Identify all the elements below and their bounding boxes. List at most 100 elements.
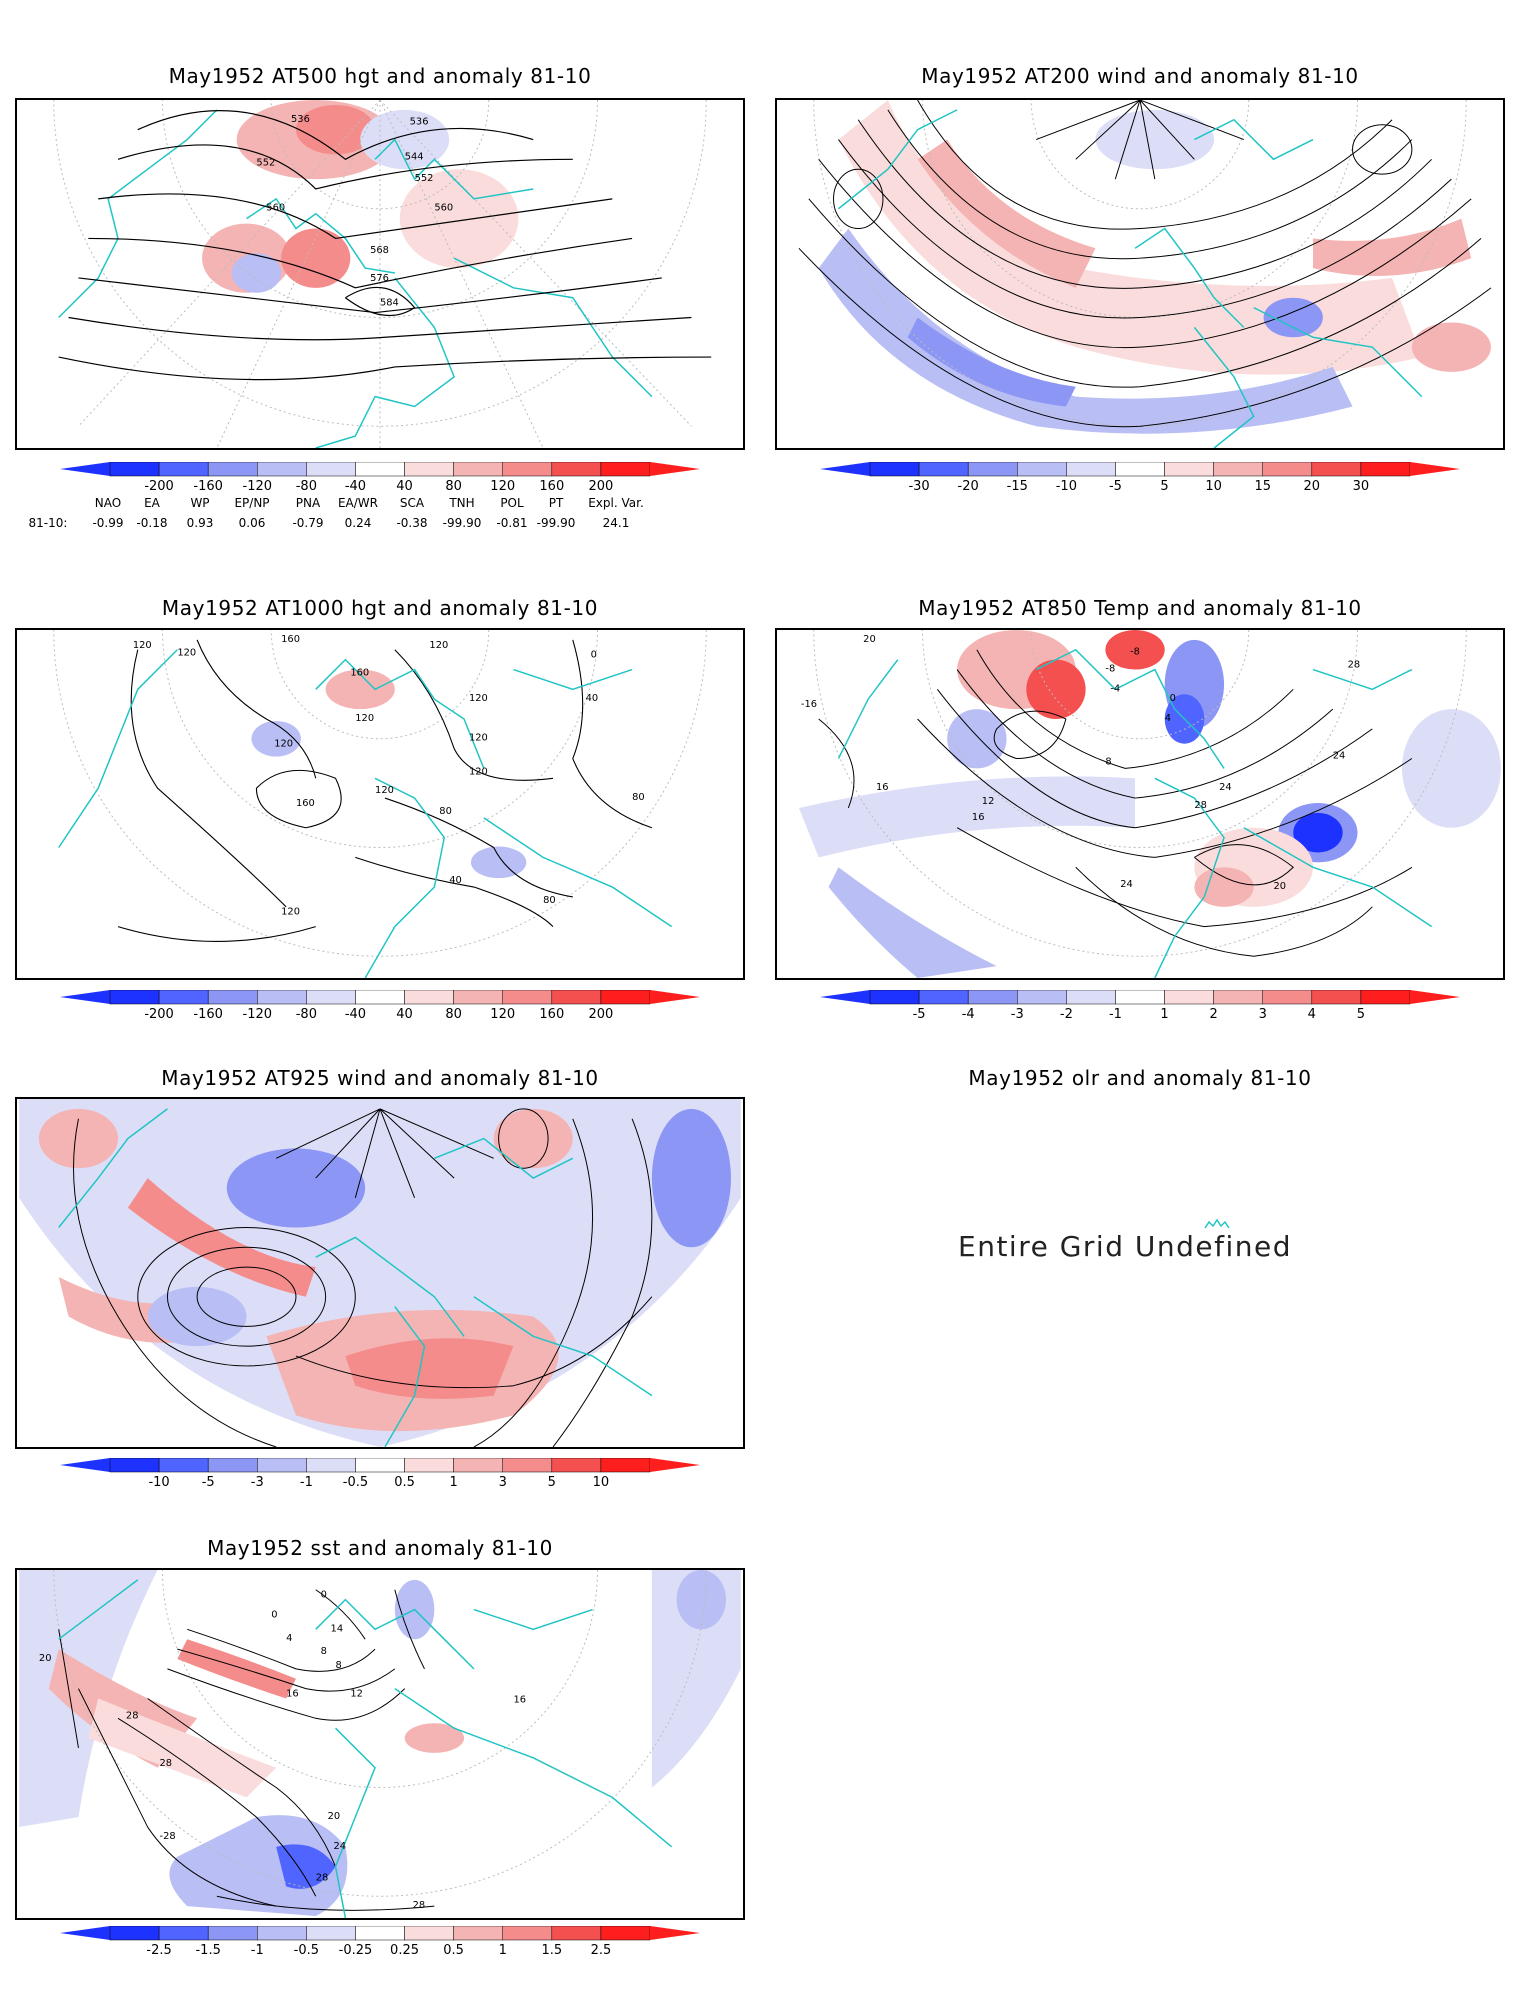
contour-label: 0	[321, 1590, 327, 1601]
contour-label: 80	[543, 895, 556, 906]
contour-label: 20	[1273, 881, 1286, 892]
at200-map	[798, 100, 1492, 448]
panel-title-at925: May1952 AT925 wind and anomaly 81-10	[161, 1066, 599, 1090]
colorbar-swatch	[207, 1458, 258, 1473]
colorbar-tick-label: -2	[1059, 1007, 1073, 1022]
contour-label: 0	[1170, 693, 1176, 704]
colorbar-tick-label: -3	[250, 1475, 264, 1490]
contour-label: 28	[1194, 800, 1207, 811]
colorbar-tick-label: -40	[344, 479, 367, 494]
colorbar-swatch	[109, 462, 160, 477]
colorbar-tick-label: -1	[1108, 1007, 1122, 1022]
colorbar-tick-label: 15	[1254, 479, 1271, 494]
index-name: EP/NP	[234, 496, 270, 510]
panel-title-sst: May1952 sst and anomaly 81-10	[207, 1536, 553, 1560]
index-row-label: 81-10:	[28, 516, 68, 530]
colorbar-swatch	[306, 462, 356, 477]
colorbar-tick-label: 4	[1307, 1007, 1316, 1022]
at850-map: 20 -8 -8 -4 0 4 28 8 24 16 12 16 28 24 2…	[798, 630, 1501, 978]
colorbar-tick-label: 40	[396, 1007, 413, 1022]
contour-label: 28	[160, 1758, 173, 1769]
contour-label: 120	[281, 907, 300, 918]
colorbar-swatch	[1115, 990, 1165, 1005]
contour-labels: 536 536 544 552 552 560 560 568 576 584	[256, 114, 453, 309]
colorbar-swatch	[869, 990, 920, 1005]
colorbar-swatch	[453, 1458, 503, 1473]
map-panel-at200	[775, 98, 1505, 450]
map-panel-at850: 20 -8 -8 -4 0 4 28 8 24 16 12 16 28 24 2…	[775, 628, 1505, 980]
map-grid	[53, 1570, 707, 1897]
colorbar-swatch	[257, 990, 307, 1005]
contour-label: 24	[1120, 879, 1133, 890]
colorbar-swatch	[967, 462, 1018, 477]
contour-label: 536	[410, 117, 429, 128]
colorbar-swatch	[1262, 990, 1313, 1005]
index-name: WP	[190, 496, 210, 510]
colorbar-swatch	[1066, 462, 1116, 477]
map-panel-at925	[15, 1097, 745, 1449]
contour-label: 14	[331, 1623, 344, 1634]
colorbar-swatch	[257, 462, 307, 477]
streamlines	[73, 1108, 653, 1447]
coastlines	[58, 649, 673, 978]
contour-label: 8	[1105, 756, 1111, 767]
sst-map: 0 0 4 8 14 8 16 12 20 28 28 20 24 28 28 …	[19, 1570, 741, 1918]
colorbar-tick-label: 10	[1205, 479, 1222, 494]
contour-label: -28	[160, 1831, 176, 1842]
colorbar-swatch	[1262, 462, 1313, 477]
colorbar-at500: -200 -160 -120 -80 -40 40 80 120 160 200	[60, 462, 700, 498]
contour-label: 120	[133, 640, 152, 651]
colorbar-swatch	[600, 462, 651, 477]
height-contours	[58, 110, 712, 381]
index-name: Expl. Var.	[588, 496, 644, 510]
colorbar-tick-label: -0.25	[338, 1943, 373, 1958]
contour-label: -8	[1105, 664, 1115, 675]
contour-label: 120	[355, 713, 374, 724]
colorbar-tick-label: 1	[1160, 1007, 1169, 1022]
colorbar-tick-label: -1	[299, 1475, 313, 1490]
contour-label: 120	[429, 640, 448, 651]
colorbar-tick-label: -1	[250, 1943, 264, 1958]
contour-label: 28	[1348, 660, 1361, 671]
colorbar-tick-label: -30	[908, 479, 930, 494]
panel-title-at500: May1952 AT500 hgt and anomaly 81-10	[168, 64, 592, 88]
colorbar-swatch	[820, 462, 870, 476]
colorbar-tick-label: -3	[1010, 1007, 1024, 1022]
at925-map	[19, 1099, 741, 1447]
colorbar-swatch	[650, 462, 700, 476]
panel-title-olr: May1952 olr and anomaly 81-10	[968, 1066, 1312, 1090]
colorbar-swatch	[1017, 462, 1067, 477]
contour-label: 552	[256, 157, 275, 168]
colorbar-swatch	[820, 990, 870, 1004]
colorbar-tick-label: 5	[547, 1475, 556, 1490]
colorbar-swatch	[600, 1926, 651, 1941]
colorbar-swatch	[600, 990, 651, 1005]
colorbar-tick-label: -1.5	[195, 1943, 221, 1958]
colorbar-swatch	[60, 462, 110, 476]
colorbar-swatch	[453, 990, 503, 1005]
index-value: 0.06	[238, 516, 266, 530]
colorbar-swatch	[650, 1458, 700, 1472]
colorbar-swatch	[1115, 462, 1165, 477]
contour-label: 20	[863, 634, 876, 645]
index-name: EA/WR	[337, 496, 379, 510]
contour-label: 568	[370, 245, 389, 256]
index-value: -99.90	[536, 516, 576, 530]
contour-label: 584	[380, 298, 399, 309]
colorbar-swatch	[869, 462, 920, 477]
temperature-contours	[818, 649, 1413, 957]
contour-label: 560	[434, 203, 453, 214]
colorbar-tick-label: 5	[1356, 1007, 1366, 1022]
colorbar-swatch	[158, 990, 209, 1005]
contour-label: 552	[415, 173, 434, 184]
colorbar-tick-label: 3	[1258, 1007, 1267, 1022]
colorbar-at200: -30 -20 -15 -10 -5 5 10 15 20 30	[820, 462, 1460, 498]
colorbar-swatch	[551, 462, 602, 477]
map-grid	[53, 630, 707, 957]
index-value: 0.24	[344, 516, 372, 530]
colorbar-tick-label: -5	[1108, 479, 1122, 494]
colorbar-swatch	[502, 990, 553, 1005]
contour-label: 120	[469, 693, 488, 704]
colorbar-swatch	[306, 1926, 356, 1941]
colorbar-tick-label: 200	[588, 479, 614, 494]
